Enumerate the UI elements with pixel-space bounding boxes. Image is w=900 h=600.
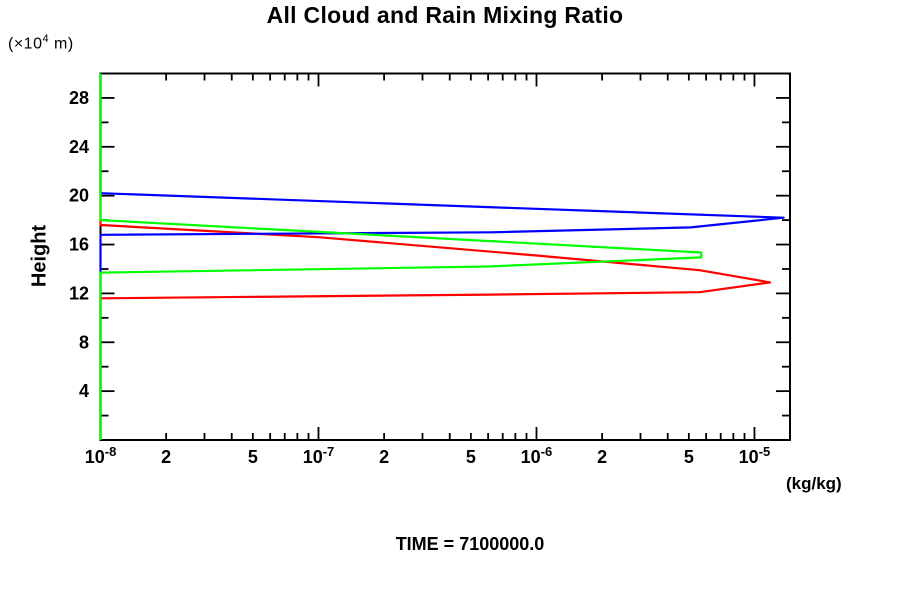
y-tick-label: 24: [69, 137, 89, 157]
green-series-line: [99, 73, 703, 440]
x-tick-label: 2: [379, 447, 389, 467]
red-series-line: [99, 73, 772, 440]
y-tick-label: 20: [69, 186, 89, 206]
y-tick-label: 8: [79, 332, 89, 352]
x-tick-label: 5: [248, 447, 258, 467]
x-tick-label: 5: [684, 447, 694, 467]
time-caption: TIME = 7100000.0: [395, 534, 545, 554]
y-tick-label: 4: [79, 381, 89, 401]
x-tick-label: 2: [161, 447, 171, 467]
y-tick-label: 16: [69, 235, 89, 255]
x-tick-label: 10-5: [739, 444, 771, 467]
axis-ticks: [99, 73, 790, 440]
axis-tick-labels: 10-8 2 5 10-7 2 5 10-6 2 5 10-5 4 8 12 16 20 24 28: [69, 88, 770, 467]
x-tick-label: 10-6: [521, 444, 553, 467]
chart-title: All Cloud and Rain Mixing Ratio: [266, 2, 624, 28]
x-tick-label: 10-7: [303, 444, 335, 467]
y-units-exponent: 4: [42, 33, 50, 45]
y-tick-label: 28: [69, 88, 89, 108]
y-axis-units-label: (×104 m): [8, 33, 74, 53]
y-units-suffix: m): [49, 35, 74, 53]
y-tick-label: 12: [69, 283, 89, 303]
x-axis-units-label: (kg/kg): [786, 474, 842, 493]
x-tick-label: 2: [597, 447, 607, 467]
plot-frame: [99, 72, 791, 441]
blue-series-line: [99, 73, 785, 440]
y-units-prefix: (×10: [8, 35, 43, 53]
x-tick-label: 10-8: [85, 444, 117, 467]
x-tick-label: 5: [466, 447, 476, 467]
